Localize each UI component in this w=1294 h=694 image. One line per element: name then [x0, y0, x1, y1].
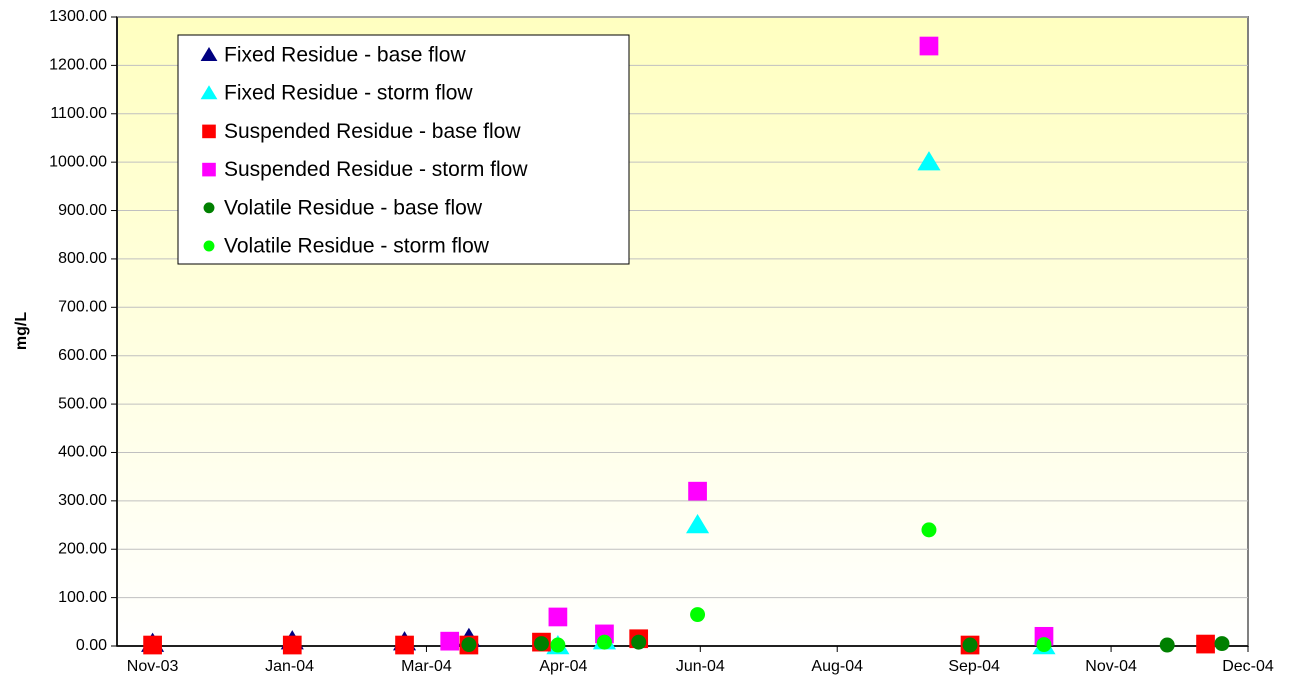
legend-label: Fixed Residue - base flow [224, 44, 466, 67]
x-tick-label: Sep-04 [948, 658, 1000, 675]
marker-square [1196, 634, 1215, 654]
marker-circle [690, 607, 706, 623]
marker-circle [203, 240, 215, 252]
x-tick-label: Nov-03 [127, 658, 179, 675]
legend-label: Volatile Residue - storm flow [224, 235, 490, 258]
y-tick-label: 600.00 [58, 347, 107, 364]
x-tick-label: Jun-04 [676, 658, 725, 675]
y-tick-label: 1200.00 [49, 57, 107, 74]
marker-circle [1214, 636, 1230, 652]
y-tick-label: 300.00 [58, 492, 107, 509]
marker-triangle [200, 85, 218, 100]
marker-circle [631, 634, 647, 650]
marker-square [440, 631, 460, 651]
y-tick-label: 1000.00 [49, 153, 107, 170]
marker-triangle [686, 514, 710, 534]
x-tick-label: Apr-04 [539, 658, 587, 675]
legend-label: Fixed Residue - storm flow [224, 82, 473, 105]
x-tick-label: Nov-04 [1085, 658, 1137, 675]
marker-circle [596, 634, 612, 650]
y-axis-label: mg/L [13, 312, 30, 350]
x-tick-label: Dec-04 [1222, 658, 1274, 675]
x-tick-label: Mar-04 [401, 658, 452, 675]
marker-circle [533, 636, 549, 652]
legend-label: Suspended Residue - base flow [224, 120, 521, 143]
y-tick-label: 800.00 [58, 250, 107, 267]
marker-square [202, 162, 216, 177]
y-tick-label: 1100.00 [50, 105, 107, 122]
y-tick-label: 700.00 [58, 299, 107, 316]
marker-circle [1159, 637, 1175, 653]
marker-circle [461, 637, 477, 653]
legend-label: Suspended Residue - storm flow [224, 158, 528, 181]
y-tick-label: 900.00 [58, 202, 107, 219]
marker-square [282, 635, 302, 655]
marker-triangle [200, 47, 218, 61]
marker-square [688, 481, 707, 501]
y-tick-label: 400.00 [58, 444, 107, 461]
marker-square [548, 607, 568, 627]
legend-box [177, 34, 630, 265]
marker-circle [550, 637, 566, 653]
marker-square [202, 124, 216, 139]
marker-square [919, 36, 939, 56]
marker-circle [1036, 637, 1052, 653]
x-tick-label: Jan-04 [265, 658, 314, 675]
y-tick-label: 500.00 [58, 395, 107, 412]
marker-square [143, 635, 162, 655]
y-tick-label: 200.00 [58, 540, 107, 557]
y-tick-label: 100.00 [58, 589, 107, 606]
marker-square [395, 635, 414, 655]
marker-circle [962, 637, 978, 653]
y-tick-label: 0.00 [76, 637, 107, 654]
y-tick-label: 1300.00 [49, 8, 107, 25]
marker-circle [203, 202, 215, 214]
marker-circle [921, 522, 937, 538]
marker-triangle [917, 151, 941, 171]
legend-label: Volatile Residue - base flow [224, 196, 483, 219]
x-tick-label: Aug-04 [811, 658, 863, 675]
